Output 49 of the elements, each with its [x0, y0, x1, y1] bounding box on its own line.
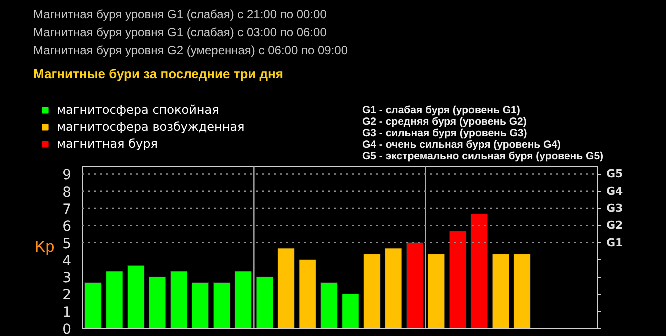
y-tick-label: 2: [62, 288, 72, 304]
y-tick-label: 8: [62, 184, 72, 201]
y-tick-label: 4: [62, 253, 72, 270]
y-tick-label: 6: [62, 219, 72, 236]
y-tick-label: 5: [62, 236, 72, 252]
bar: [514, 254, 532, 328]
bar: [449, 231, 467, 328]
legend-label: магнитосфера возбужденная: [57, 120, 245, 134]
bar: [170, 271, 188, 328]
bar: [84, 282, 102, 328]
ref-line-label: G1: [606, 236, 624, 250]
y-axis-title: Kp: [35, 239, 55, 256]
y-tick-label: 0: [62, 322, 72, 336]
text: G4 - очень сильная буря (уровень G4): [362, 139, 562, 151]
ref-line-label: G4: [606, 184, 624, 198]
bar: [234, 271, 252, 328]
ref-line-label: G2: [606, 219, 624, 232]
bar: [256, 276, 274, 328]
legend-label: магнитосфера спокойная: [57, 103, 220, 117]
chart-title: Магнитные бури за последние три дня: [34, 66, 284, 82]
text: Магнитная буря уровня G2 (умеренная) с 06:00 по 09:00: [34, 44, 348, 58]
bar: [385, 248, 402, 328]
bar: [128, 265, 145, 328]
text: G3 - сильная буря (уровень G3): [362, 128, 528, 140]
bar: [299, 260, 316, 328]
bar: [342, 294, 360, 328]
text: G1 - слабая буря (уровень G1): [362, 104, 520, 116]
text: G5 - экстремально сильная буря (уровень G5): [362, 150, 604, 162]
y-tick-label: 7: [62, 202, 72, 218]
y-tick-label: 3: [62, 270, 72, 287]
text: Магнитная буря уровня G1 (слабая) с 21:00 по 00:00: [34, 8, 328, 22]
bar: [406, 242, 424, 328]
text: G2 - средняя буря (уровень G2): [362, 116, 527, 128]
y-tick-label: 9: [62, 168, 72, 184]
bar: [428, 254, 446, 328]
ref-line-label: G3: [606, 202, 624, 215]
bar: [148, 276, 166, 328]
bar: [470, 214, 488, 328]
bar: [364, 254, 381, 328]
legend-label: магнитная буря: [57, 137, 158, 151]
bar: [320, 282, 338, 328]
bar: [192, 282, 210, 328]
bar: [278, 248, 295, 328]
ref-line-label: G5: [606, 168, 624, 181]
y-tick-label: 1: [62, 304, 72, 321]
bar: [492, 254, 510, 328]
bar: [106, 271, 124, 328]
bar: [213, 282, 231, 328]
text: Магнитная буря уровня G1 (слабая) с 03:00 по 06:00: [34, 26, 328, 40]
